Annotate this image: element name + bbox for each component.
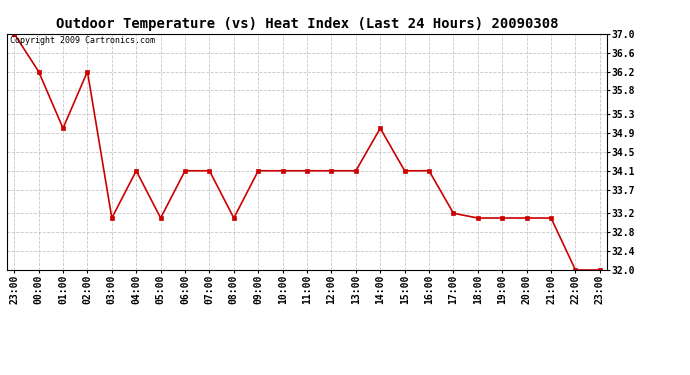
Text: Copyright 2009 Cartronics.com: Copyright 2009 Cartronics.com [10, 36, 155, 45]
Title: Outdoor Temperature (vs) Heat Index (Last 24 Hours) 20090308: Outdoor Temperature (vs) Heat Index (Las… [56, 17, 558, 31]
